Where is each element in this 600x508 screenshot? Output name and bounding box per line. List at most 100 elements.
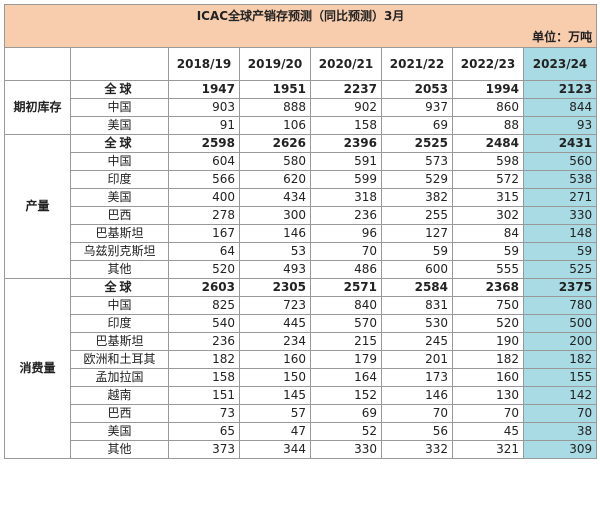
row-label: 其他	[70, 260, 169, 279]
row-label: 全球	[70, 134, 169, 153]
table-row: 印度 540 445 570 530 520 500	[5, 314, 598, 333]
value-cell: 182	[168, 350, 240, 369]
title-row: ICAC全球产销存预测（同比预测）3月	[3, 4, 598, 27]
row-label: 中国	[70, 152, 169, 171]
table-row: 孟加拉国 158 150 164 173 160 155	[5, 368, 598, 387]
row-label: 美国	[70, 116, 169, 135]
value-cell: 825	[168, 296, 240, 315]
group-label: 期初库存	[4, 80, 71, 135]
value-cell: 2584	[381, 278, 453, 297]
value-cell: 73	[168, 404, 240, 423]
value-cell: 530	[381, 314, 453, 333]
table-row: 美国 91 106 158 69 88 93	[5, 116, 598, 135]
value-cell: 69	[381, 116, 453, 135]
value-cell: 2431	[522, 134, 598, 153]
value-cell: 332	[381, 440, 453, 459]
value-cell: 1994	[452, 80, 524, 99]
value-cell: 373	[168, 440, 240, 459]
value-cell: 158	[310, 116, 382, 135]
row-label: 孟加拉国	[70, 368, 169, 387]
value-cell: 604	[168, 152, 240, 171]
value-cell: 572	[452, 170, 524, 189]
value-cell: 315	[452, 188, 524, 207]
value-cell: 2525	[381, 134, 453, 153]
value-cell: 620	[239, 170, 311, 189]
value-cell: 486	[310, 260, 382, 279]
value-cell: 53	[239, 242, 311, 261]
table-row: 印度 566 620 599 529 572 538	[5, 170, 598, 189]
table-row: 巴基斯坦 236 234 215 245 190 200	[5, 332, 598, 351]
value-cell: 555	[452, 260, 524, 279]
value-cell: 84	[452, 224, 524, 243]
table-row: 美国 400 434 318 382 315 271	[5, 188, 598, 207]
value-cell: 148	[522, 224, 598, 243]
value-cell: 937	[381, 98, 453, 117]
year-header-highlighted: 2023/24	[522, 47, 598, 81]
value-cell: 538	[522, 170, 598, 189]
value-cell: 840	[310, 296, 382, 315]
value-cell: 500	[522, 314, 598, 333]
row-label: 全球	[70, 80, 169, 99]
row-label: 巴基斯坦	[70, 332, 169, 351]
value-cell: 750	[452, 296, 524, 315]
value-cell: 59	[452, 242, 524, 261]
value-cell: 382	[381, 188, 453, 207]
value-cell: 130	[452, 386, 524, 405]
table-row: 美国 65 47 52 56 45 38	[5, 422, 598, 441]
value-cell: 57	[239, 404, 311, 423]
year-header: 2021/22	[381, 47, 453, 81]
value-cell: 93	[522, 116, 598, 135]
value-cell: 179	[310, 350, 382, 369]
value-cell: 309	[522, 440, 598, 459]
value-cell: 164	[310, 368, 382, 387]
row-label: 中国	[70, 296, 169, 315]
value-cell: 2626	[239, 134, 311, 153]
value-cell: 65	[168, 422, 240, 441]
table-row: 中国 604 580 591 573 598 560	[5, 152, 598, 171]
row-label: 乌兹别克斯坦	[70, 242, 169, 261]
value-cell: 70	[381, 404, 453, 423]
value-cell: 234	[239, 332, 311, 351]
header-blank-cell	[70, 47, 169, 81]
value-cell: 520	[168, 260, 240, 279]
value-cell: 2396	[310, 134, 382, 153]
table-row: 消费量 全球 2603 2305 2571 2584 2368 2375	[4, 278, 598, 459]
value-cell: 127	[381, 224, 453, 243]
value-cell: 200	[522, 332, 598, 351]
unit-row: 单位：万吨	[3, 27, 598, 48]
value-cell: 52	[310, 422, 382, 441]
row-label: 印度	[70, 314, 169, 333]
table-row: 越南 151 145 152 146 130 142	[5, 386, 598, 405]
table-row: 巴西 278 300 236 255 302 330	[5, 206, 598, 225]
row-label: 欧洲和土耳其	[70, 350, 169, 369]
value-cell: 493	[239, 260, 311, 279]
value-cell: 525	[522, 260, 598, 279]
value-cell: 888	[239, 98, 311, 117]
value-cell: 152	[310, 386, 382, 405]
forecast-table: ICAC全球产销存预测（同比预测）3月 单位：万吨 2018/19 2019/2…	[3, 4, 598, 459]
header-row: 2018/19 2019/20 2020/21 2021/22 2022/23 …	[4, 47, 598, 81]
value-cell: 330	[522, 206, 598, 225]
value-cell: 106	[239, 116, 311, 135]
value-cell: 330	[310, 440, 382, 459]
value-cell: 182	[452, 350, 524, 369]
value-cell: 88	[452, 116, 524, 135]
unit-label: 单位：万吨	[3, 27, 598, 48]
table-row: 期初库存 全球 1947 1951 2237 2053 1994 2123	[4, 80, 598, 135]
value-cell: 182	[522, 350, 598, 369]
value-cell: 45	[452, 422, 524, 441]
value-cell: 344	[239, 440, 311, 459]
value-cell: 142	[522, 386, 598, 405]
table-row: 乌兹别克斯坦 64 53 70 59 59 59	[5, 242, 598, 261]
row-label: 巴基斯坦	[70, 224, 169, 243]
header-blank-cell	[4, 47, 71, 81]
row-label: 美国	[70, 422, 169, 441]
row-label: 巴西	[70, 404, 169, 423]
value-cell: 59	[522, 242, 598, 261]
value-cell: 160	[239, 350, 311, 369]
value-cell: 445	[239, 314, 311, 333]
value-cell: 520	[452, 314, 524, 333]
value-cell: 844	[522, 98, 598, 117]
year-header: 2019/20	[239, 47, 311, 81]
